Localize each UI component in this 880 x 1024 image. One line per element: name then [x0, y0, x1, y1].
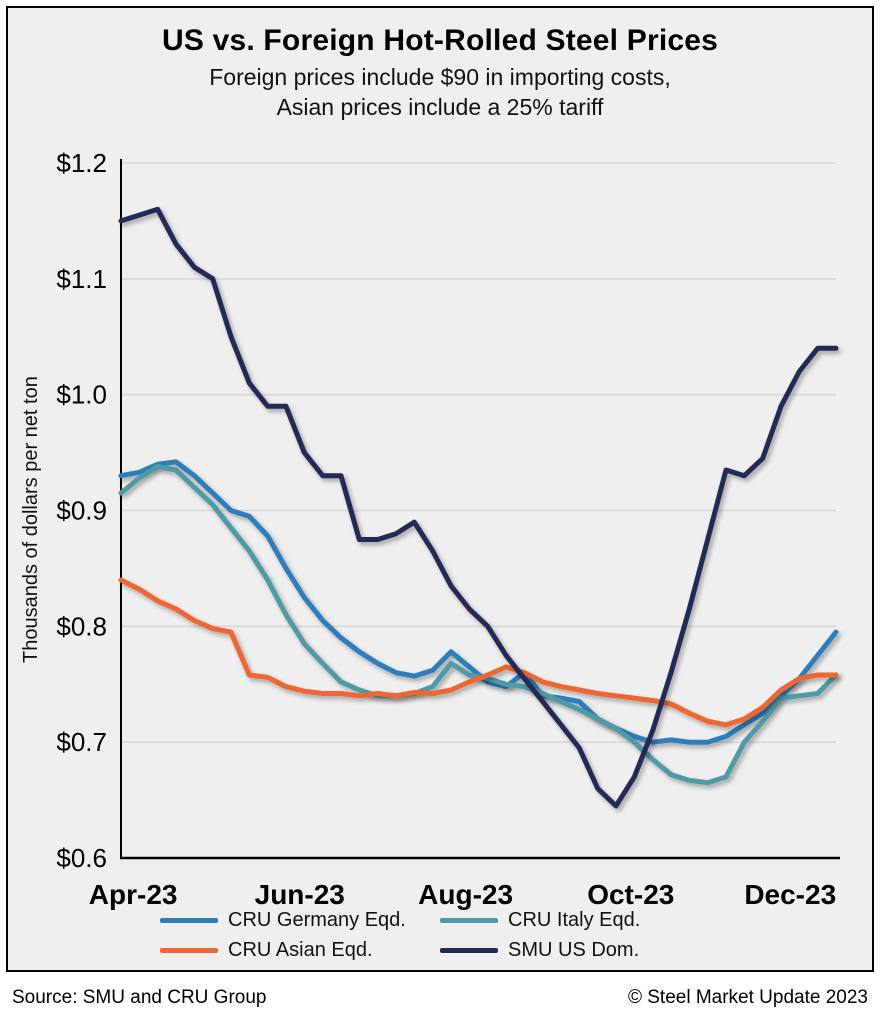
legend-label-italy: CRU Italy Eqd.: [508, 909, 641, 931]
legend-item-germany: CRU Germany Eqd.: [160, 909, 440, 932]
legend-swatch-italy-line: [440, 918, 498, 923]
legend-label-germany: CRU Germany Eqd.: [228, 909, 406, 931]
svg-text:$1.2: $1.2: [56, 148, 107, 178]
svg-text:$0.7: $0.7: [56, 727, 107, 757]
svg-text:Jun-23: Jun-23: [255, 879, 345, 910]
legend-swatch-asian-line: [160, 948, 218, 953]
legend-item-smu: SMU US Dom.: [440, 939, 720, 962]
chart-frame: US vs. Foreign Hot-Rolled Steel Prices F…: [6, 6, 874, 972]
legend-label-asian: CRU Asian Eqd.: [228, 939, 373, 961]
svg-text:$0.8: $0.8: [56, 611, 107, 641]
svg-text:$1.1: $1.1: [56, 264, 107, 294]
svg-text:Oct-23: Oct-23: [587, 879, 674, 910]
svg-text:Aug-23: Aug-23: [418, 879, 513, 910]
svg-text:$0.9: $0.9: [56, 496, 107, 526]
svg-text:Dec-23: Dec-23: [744, 879, 836, 910]
svg-text:Apr-23: Apr-23: [89, 879, 178, 910]
legend-swatch-germany-line: [160, 918, 218, 923]
legend-swatch-smu-line: [440, 948, 498, 953]
chart-title: US vs. Foreign Hot-Rolled Steel Prices: [161, 24, 719, 57]
chart-subtitle-line2: Asian prices include a 25% tariff: [276, 94, 604, 121]
line-chart-plot: $0.6 $0.7 $0.8 $0.9 $1.0 $1.1 $1.2 Apr-23 Jun-23…: [56, 148, 840, 910]
legend-item-italy: CRU Italy Eqd.: [440, 909, 720, 932]
svg-text:$0.6: $0.6: [56, 843, 107, 873]
source-text: Source: SMU and CRU Group: [12, 987, 267, 1008]
svg-text:$1.0: $1.0: [56, 380, 107, 410]
legend-item-asian: CRU Asian Eqd.: [160, 939, 440, 962]
chart-subtitle-line1: Foreign prices include $90 in importing …: [209, 64, 671, 90]
legend-label-smu: SMU US Dom.: [508, 939, 640, 961]
chart-footer: Source: SMU and CRU Group © Steel Market…: [0, 972, 880, 1024]
chart-legend: CRU Germany Eqd. CRU Italy Eqd. CRU Asia…: [8, 909, 872, 962]
copyright-text: © Steel Market Update 2023: [627, 987, 868, 1008]
